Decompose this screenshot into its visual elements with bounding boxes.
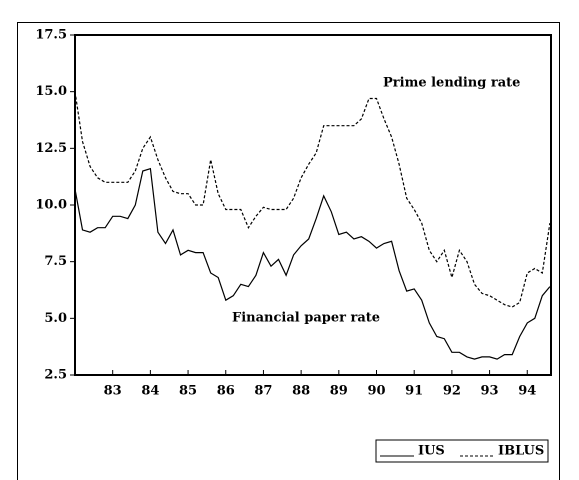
x-tick-label: 84 [141,384,159,399]
x-tick-label: 92 [443,384,461,399]
y-tick-label: 7.5 [44,254,67,269]
x-tick-label: 93 [481,384,499,399]
legend-label: IUS [418,444,445,459]
x-tick-label: 94 [518,384,536,399]
y-tick-label: 2.5 [44,368,67,383]
y-tick-label: 5.0 [44,311,67,326]
frame [17,22,560,480]
x-tick-label: 91 [405,384,423,399]
x-tick-label: 87 [254,384,272,399]
x-tick-label: 85 [179,384,197,399]
legend-label: IBLUS [498,444,544,459]
series-line [74,167,551,360]
x-tick-label: 86 [217,384,235,399]
x-tick-label: 88 [292,384,310,399]
series-line [74,91,551,308]
y-tick-label: 12.5 [35,141,67,156]
x-tick-label: 83 [104,384,122,399]
y-tick-label: 17.5 [35,28,67,43]
y-tick-label: 15.0 [35,84,67,99]
annotation: Financial paper rate [232,311,380,326]
annotation: Prime lending rate [383,76,520,91]
x-tick-label: 90 [367,384,385,399]
legend-box [375,439,549,463]
x-tick-label: 89 [330,384,348,399]
y-tick-label: 10.0 [35,198,67,213]
